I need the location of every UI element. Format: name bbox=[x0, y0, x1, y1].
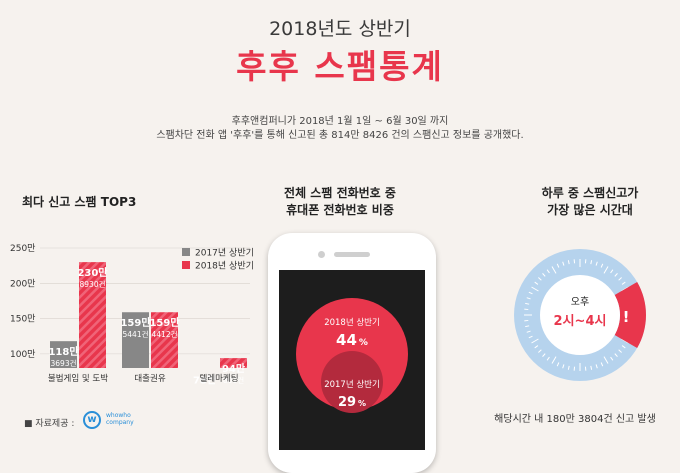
value-2017-number: 29 bbox=[338, 395, 356, 410]
y-tick-label: 200만 bbox=[10, 278, 35, 289]
bar-value-label: 159만 bbox=[120, 316, 151, 329]
time-title-line-2: 가장 많은 시간대 bbox=[500, 201, 680, 218]
logo-text-line-1: whowho bbox=[106, 412, 131, 419]
label-2018: 2018년 상반기 bbox=[324, 317, 380, 328]
clock-chart: 오후 2시~4시 ! bbox=[510, 245, 650, 385]
y-tick-label: 100만 bbox=[10, 349, 35, 360]
ratio-title-line-2: 휴대폰 전화번호 비중 bbox=[250, 201, 430, 218]
legend-swatch bbox=[182, 248, 190, 256]
year-title: 2018년도 상반기 bbox=[0, 14, 680, 41]
legend-label: 2018년 상반기 bbox=[195, 261, 254, 272]
bar-count-label: 5441건 bbox=[123, 329, 149, 339]
bar-count-label: 4495건 bbox=[192, 386, 218, 388]
period-label: 오후 bbox=[571, 296, 589, 308]
time-title-line-1: 하루 중 스팸신고가 bbox=[500, 184, 680, 201]
source-label: ■ 자료제공 : bbox=[24, 416, 74, 429]
category-label: 불법게임 및 도박 bbox=[48, 373, 108, 384]
phone-camera bbox=[318, 251, 325, 258]
bar-value-label: 118만 bbox=[48, 345, 79, 358]
phone-speaker bbox=[334, 252, 370, 257]
time-range: 2시~4시 bbox=[554, 314, 607, 329]
legend-label: 2017년 상반기 bbox=[195, 248, 254, 259]
bar-count-label: 4412건 bbox=[152, 329, 178, 339]
alert-mark: ! bbox=[623, 308, 630, 326]
main-title: 후후 스팸통계 bbox=[0, 40, 680, 88]
y-tick-label: 250만 bbox=[10, 243, 35, 254]
legend-swatch bbox=[182, 261, 190, 269]
logo-text-line-2: company bbox=[106, 419, 134, 426]
value-2017-unit: % bbox=[358, 399, 366, 408]
y-tick-label: 150만 bbox=[10, 314, 35, 325]
intro-line-1: 후후앤컴퍼니가 2018년 1월 1일 ~ 6월 30일 까지 bbox=[0, 112, 680, 127]
category-label: 텔레마케팅 bbox=[199, 373, 238, 384]
bar-value-label: 159만 bbox=[149, 316, 180, 329]
time-footer: 해당시간 내 180만 3804건 신고 발생 bbox=[470, 410, 680, 425]
logo-mark: w bbox=[83, 411, 101, 429]
value-2018-number: 44 bbox=[336, 331, 357, 349]
value-2018-unit: % bbox=[359, 338, 368, 348]
category-label: 대출권유 bbox=[134, 373, 165, 384]
ratio-title-line-1: 전체 스팸 전화번호 중 bbox=[250, 184, 430, 201]
bar-count-label: 8930건 bbox=[80, 279, 106, 289]
label-2017: 2017년 상반기 bbox=[324, 379, 380, 390]
ratio-circles: 2018년 상반기 44% 2017년 상반기 29% bbox=[279, 270, 425, 444]
intro-line-2: 스팸차단 전화 앱 '후후'를 통해 신고된 총 814만 8426 건의 스팸… bbox=[0, 126, 680, 141]
bar-value-label: 230만 bbox=[77, 266, 108, 279]
top3-chart-title: 최다 신고 스팸 TOP3 bbox=[22, 193, 136, 210]
bar-count-label: 3693건 bbox=[51, 358, 77, 368]
